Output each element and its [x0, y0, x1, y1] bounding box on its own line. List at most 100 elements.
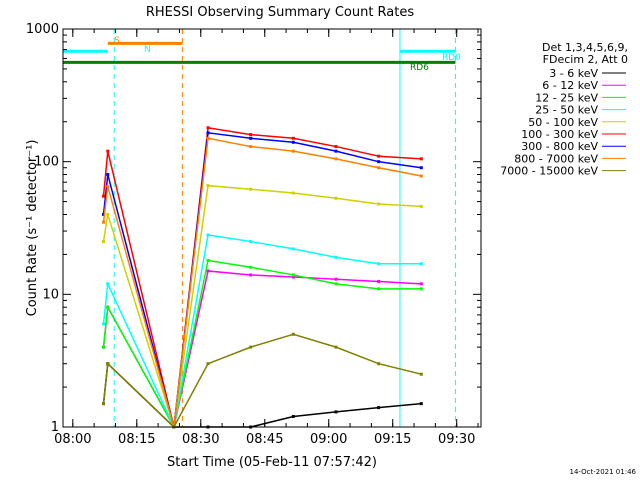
data-point-2-8 [419, 287, 423, 291]
data-point-0-5 [291, 414, 295, 418]
data-point-2-1 [106, 305, 110, 309]
data-point-1-8 [419, 282, 423, 286]
x-axis: 08:00 08:15 08:30 08:45 09:00 09:15 09:30 [54, 29, 479, 447]
data-point-4-0 [102, 240, 106, 244]
data-point-8-1 [106, 362, 110, 366]
series-line-1 [102, 270, 422, 430]
data-point-2-7 [377, 287, 381, 291]
legend-label: 3 - 6 keV [549, 67, 598, 80]
x-tick-label: 08:45 [246, 432, 283, 447]
x-tick-label: 08:00 [54, 432, 91, 447]
data-point-7-8 [419, 174, 423, 178]
x-tick-label: 09:00 [310, 432, 347, 447]
data-point-8-5 [291, 332, 295, 336]
series-line-8 [102, 333, 422, 429]
y-tick-label: 1000 [26, 22, 59, 37]
y-axis-label: Count Rate (s⁻¹ detector⁻¹) [25, 140, 40, 317]
annotation-n: N [144, 45, 151, 55]
data-point-3-6 [334, 255, 338, 259]
y-tick-label: 10 [42, 287, 59, 302]
data-point-2-0 [102, 345, 106, 349]
data-point-2-4 [249, 265, 253, 269]
legend-header: FDecim 2, Att 0 [543, 53, 628, 66]
data-point-0-8 [419, 402, 423, 406]
y-tick-label: 100 [34, 155, 59, 170]
legend-header: Det 1,3,4,5,6,9, [542, 41, 628, 54]
data-point-6-4 [249, 136, 253, 140]
data-point-2-3 [206, 258, 210, 262]
x-tick-label: 08:30 [182, 432, 219, 447]
data-point-8-7 [377, 362, 381, 366]
y-tick-label: 1 [51, 420, 59, 435]
legend: Det 1,3,4,5,6,9,FDecim 2, Att 03 - 6 keV… [500, 41, 628, 178]
y-axis: 1 10 100 1000 [26, 22, 481, 435]
data-point-8-8 [419, 372, 423, 376]
data-point-1-6 [334, 277, 338, 281]
legend-label: 25 - 50 keV [535, 104, 598, 117]
data-point-7-5 [291, 149, 295, 153]
data-point-8-6 [334, 345, 338, 349]
data-point-3-1 [106, 282, 110, 286]
footer-timestamp: 14-Oct-2021 01:46 [570, 468, 637, 476]
data-point-8-3 [206, 362, 210, 366]
data-point-6-1 [106, 173, 110, 177]
data-point-6-3 [206, 131, 210, 135]
annotation-rd0: RD0 [442, 53, 461, 63]
data-point-5-3 [206, 126, 210, 130]
data-point-6-8 [419, 166, 423, 170]
data-point-8-4 [249, 345, 253, 349]
x-tick-label: 09:30 [438, 432, 475, 447]
data-point-6-0 [102, 212, 106, 216]
data-point-3-5 [291, 247, 295, 251]
data-point-7-0 [102, 220, 106, 224]
data-point-5-0 [102, 194, 106, 198]
series-line-6 [102, 131, 422, 428]
data-point-5-8 [419, 157, 423, 161]
data-point-1-5 [291, 275, 295, 279]
data-point-4-1 [106, 212, 110, 216]
data-point-4-7 [377, 202, 381, 206]
data-point-1-4 [249, 273, 253, 277]
data-point-0-6 [334, 410, 338, 414]
data-point-6-6 [334, 149, 338, 153]
legend-label: 7000 - 15000 keV [500, 165, 598, 178]
data-point-3-0 [102, 322, 106, 326]
data-point-0-7 [377, 406, 381, 410]
legend-label: 100 - 300 keV [521, 128, 598, 141]
data-point-5-7 [377, 154, 381, 158]
data-point-3-8 [419, 262, 423, 266]
legend-label: 50 - 100 keV [528, 116, 598, 129]
series-line-0 [102, 362, 422, 428]
legend-label: 300 - 800 keV [521, 140, 598, 153]
data-point-5-6 [334, 145, 338, 149]
plot-frame [62, 28, 482, 428]
annotation-s: S [114, 36, 120, 46]
data-point-3-3 [206, 233, 210, 237]
legend-label: 12 - 25 keV [535, 91, 598, 104]
x-tick-label: 09:15 [374, 432, 411, 447]
series-line-5 [102, 126, 422, 428]
data-point-8-0 [102, 402, 106, 406]
plot-area: S N RD0 RD6 [62, 29, 461, 430]
chart-title: RHESSI Observing Summary Count Rates [146, 5, 415, 20]
data-point-4-5 [291, 191, 295, 195]
data-point-5-4 [249, 133, 253, 137]
data-point-5-5 [291, 136, 295, 140]
annotation-rd6: RD6 [410, 63, 429, 73]
x-axis-label: Start Time (05-Feb-11 07:57:42) [167, 455, 377, 470]
data-point-3-7 [377, 262, 381, 266]
data-point-2-6 [334, 282, 338, 286]
legend-label: 6 - 12 keV [542, 79, 598, 92]
data-point-3-4 [249, 240, 253, 244]
data-point-4-6 [334, 196, 338, 200]
data-point-4-3 [206, 184, 210, 188]
data-point-6-5 [291, 140, 295, 144]
data-point-1-7 [377, 279, 381, 283]
data-point-7-4 [249, 145, 253, 149]
data-point-4-8 [419, 204, 423, 208]
x-tick-label: 08:15 [118, 432, 155, 447]
data-point-1-3 [206, 269, 210, 273]
data-point-5-1 [106, 149, 110, 153]
data-point-6-7 [377, 160, 381, 164]
